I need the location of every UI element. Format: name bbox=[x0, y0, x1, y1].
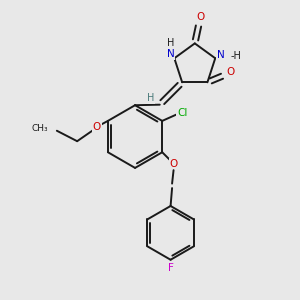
Text: Cl: Cl bbox=[177, 107, 188, 118]
Text: N: N bbox=[167, 49, 175, 59]
Text: F: F bbox=[168, 263, 173, 273]
Text: O: O bbox=[226, 68, 235, 77]
Text: H: H bbox=[146, 93, 154, 103]
Text: O: O bbox=[196, 12, 205, 22]
Text: -H: -H bbox=[231, 51, 242, 61]
Text: H: H bbox=[167, 38, 174, 48]
Text: CH₃: CH₃ bbox=[32, 124, 49, 133]
Text: O: O bbox=[169, 159, 178, 169]
Text: O: O bbox=[92, 122, 101, 132]
Text: N: N bbox=[217, 50, 224, 60]
